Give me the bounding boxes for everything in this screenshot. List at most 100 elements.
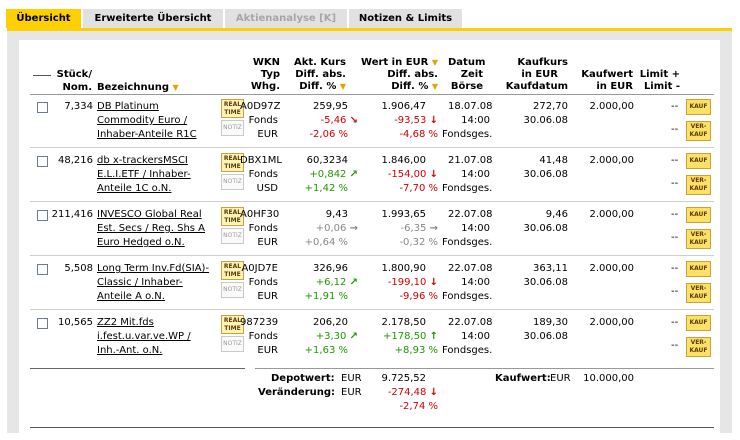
row-wkn: A0D97Z [240, 101, 281, 112]
row-wert: 1.800,90 [381, 263, 426, 274]
kauf-button[interactable]: KAUF [686, 153, 711, 169]
header-kurs-diff-abs[interactable]: Diff. abs. [295, 69, 346, 80]
row-bezeichnung-line1[interactable]: db x-trackersMSCI [97, 155, 188, 166]
row-boerse: Fondsges. [442, 237, 493, 248]
kauf-button[interactable]: KAUF [686, 99, 711, 115]
row-limit-plus: -- [671, 209, 679, 220]
header-kaufwert-eur[interactable]: in EUR [596, 81, 633, 92]
verkauf-label-2: KAUF [689, 239, 708, 246]
row-whg: EUR [257, 345, 278, 356]
kauf-button[interactable]: KAUF [686, 207, 711, 223]
tab-bar: Übersicht Erweiterte Übersicht Aktienana… [0, 0, 740, 29]
realtime-button[interactable]: REAL TIME [221, 315, 244, 334]
row-checkbox[interactable] [37, 102, 48, 113]
row-wert-diff-abs: -93,53 ↓ [358, 114, 438, 127]
row-checkbox[interactable] [37, 156, 48, 167]
row-bezeichnung-line3[interactable]: Anteile A o.N. [97, 291, 165, 302]
realtime-label-time: TIME [224, 217, 241, 224]
realtime-button[interactable]: REAL TIME [221, 153, 244, 172]
header-whg[interactable]: Whg. [250, 81, 280, 92]
header-wert[interactable]: Wert in EUR ▼ [358, 56, 438, 69]
tab-erweiterte-uebersicht[interactable]: Erweiterte Übersicht [83, 9, 223, 28]
header-wkn[interactable]: WKN [252, 57, 280, 68]
row-bezeichnung-line2[interactable]: Commodity Euro / [97, 115, 188, 126]
header-datum[interactable]: Datum [448, 57, 486, 68]
tab-aktienanalyse: Aktienanalyse [K] [225, 9, 347, 28]
trend-arrow-icon: ↗ [349, 277, 358, 288]
row-kurs-diff-abs: +6,12 ↗ [290, 276, 358, 289]
realtime-label-real: REAL [223, 209, 242, 216]
row-limit-plus: -- [671, 155, 679, 166]
row-typ: Fonds [248, 277, 278, 288]
row-kurs-diff-abs-value: +3,30 [315, 331, 347, 342]
veraenderung-label: Veränderung: [258, 387, 336, 398]
row-bezeichnung-line2[interactable]: E.L.I.ETF / Inhaber- [97, 169, 191, 180]
row-wert-diff-pct: -0,32 % [399, 237, 438, 248]
row-limit-plus: -- [671, 101, 679, 112]
row-wert: 1.906,47 [381, 101, 426, 112]
kauf-button[interactable]: KAUF [686, 315, 711, 331]
row-whg: EUR [257, 237, 278, 248]
header-wert-diff-abs[interactable]: Diff. abs. [387, 69, 438, 80]
row-bezeichnung-line3[interactable]: Euro Hedged o.N. [97, 237, 185, 248]
row-checkbox[interactable] [37, 210, 48, 221]
verkauf-button[interactable]: VER- KAUF [686, 283, 711, 303]
row-bezeichnung-line1[interactable]: DB Platinum [97, 101, 159, 112]
header-kurs[interactable]: Akt. Kurs [293, 57, 346, 68]
header-kaufkurs-eur[interactable]: in EUR [521, 69, 558, 80]
header-kaufkurs[interactable]: Kaufkurs [517, 57, 568, 68]
header-typ[interactable]: Typ [260, 69, 280, 80]
header-zeit[interactable]: Zeit [460, 69, 483, 80]
row-kurs: 206,20 [313, 317, 348, 328]
realtime-button[interactable]: REAL TIME [221, 261, 244, 280]
row-kaufkurs: 9,46 [545, 209, 568, 220]
row-bezeichnung-line2[interactable]: Classic / Inhaber- [97, 277, 183, 288]
tab-uebersicht[interactable]: Übersicht [6, 9, 81, 28]
row-bezeichnung-line1[interactable]: Long Term Inv.Fd(SIA)- [97, 263, 210, 274]
row-bezeichnung-line3[interactable]: Inhaber-Anteile R1C [97, 129, 197, 140]
verkauf-button[interactable]: VER- KAUF [686, 121, 711, 141]
row-kaufwert: 2.000,00 [589, 155, 634, 166]
row-bezeichnung-line1[interactable]: INVESCO Global Real [97, 209, 202, 220]
row-checkbox[interactable] [37, 264, 48, 275]
verkauf-button[interactable]: VER- KAUF [686, 175, 711, 195]
row-bezeichnung-line3[interactable]: Inh.-Ant. o.N. [97, 345, 163, 356]
realtime-button[interactable]: REAL TIME [221, 207, 244, 226]
row-stueck: 5,508 [64, 263, 93, 274]
tab-notizen-limits[interactable]: Notizen & Limits [349, 9, 462, 28]
header-kaufwert[interactable]: Kaufwert [581, 69, 633, 80]
sort-desc-icon: ▼ [431, 58, 438, 67]
header-wert-label: Wert in EUR [361, 57, 429, 68]
row-bezeichnung-line2[interactable]: i.fest.u.var.ve.WP / [97, 331, 191, 342]
header-kurs-diff-pct[interactable]: Diff. % ▼ [290, 80, 346, 93]
verkauf-button[interactable]: VER- KAUF [686, 337, 711, 357]
header-boerse[interactable]: Börse [450, 81, 483, 92]
row-zeit: 14:00 [461, 115, 490, 126]
kauf-button[interactable]: KAUF [686, 261, 711, 277]
row-bezeichnung-line2[interactable]: Est. Secs / Reg. Shs A [97, 223, 206, 234]
row-bezeichnung-line1[interactable]: ZZ2 Mit.fds [97, 317, 154, 328]
header-kaufdatum[interactable]: Kaufdatum [505, 81, 568, 92]
realtime-button[interactable]: REAL TIME [221, 99, 244, 118]
notiz-button[interactable]: NOTIZ [221, 282, 244, 298]
notiz-button[interactable]: NOTIZ [221, 120, 244, 136]
row-wert-diff-abs-value: -199,10 [387, 277, 427, 288]
row-kurs-diff-pct: +1,91 % [304, 291, 348, 302]
notiz-button[interactable]: NOTIZ [221, 174, 244, 190]
header-wert-diff-pct[interactable]: Diff. % ▼ [358, 80, 438, 93]
veraenderung-abs-value: -274,48 [387, 387, 427, 398]
notiz-button[interactable]: NOTIZ [221, 228, 244, 244]
verkauf-button[interactable]: VER- KAUF [686, 229, 711, 249]
header-bezeichnung[interactable]: Bezeichnung ▼ [97, 81, 179, 94]
row-stueck: 10,565 [58, 317, 93, 328]
portfolio-panel [19, 40, 720, 440]
header-nom[interactable]: Nom. [62, 82, 92, 93]
header-limit-minus[interactable]: Limit - [643, 81, 680, 92]
header-limit-plus[interactable]: Limit + [639, 69, 680, 80]
header-stueck[interactable]: Stück/ [56, 69, 92, 80]
row-bezeichnung-line3[interactable]: Anteile 1C o.N. [97, 183, 172, 194]
row-checkbox[interactable] [37, 318, 48, 329]
depotwert-value: 9.725,52 [381, 373, 426, 384]
notiz-button[interactable]: NOTIZ [221, 336, 244, 352]
header-bezeichnung-label: Bezeichnung [97, 82, 169, 93]
